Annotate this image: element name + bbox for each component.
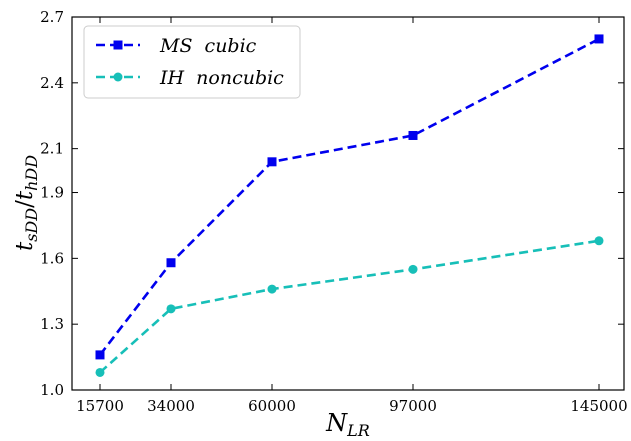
y-tick-label-5: 2.4 [40, 74, 64, 92]
series-1-point-2 [267, 284, 277, 294]
legend-marker-ms-cubic [113, 40, 123, 50]
y-axis-title-sub1: sDD [22, 208, 41, 242]
series-0-point-0 [95, 350, 105, 360]
legend-marker-ih-noncubic [113, 72, 123, 82]
y-axis-title-slash: / [12, 200, 38, 208]
y-tick-label-0: 1.0 [40, 381, 64, 399]
y-tick-label-2: 1.6 [40, 249, 64, 267]
x-axis-title-main: N [325, 409, 348, 437]
series-0-point-1 [166, 258, 176, 268]
series-0-point-3 [408, 130, 418, 140]
series-0-point-4 [594, 34, 604, 44]
y-axis-title-t1: t [12, 241, 38, 251]
y-axis-title-t2: t [12, 190, 38, 200]
series-0-point-2 [267, 157, 277, 167]
y-axis-title: tsDD/thDD [12, 155, 41, 251]
legend-label-ih-noncubic: IH noncubic [159, 67, 284, 89]
legend-entry-ms-cubic: MS cubic [96, 35, 257, 57]
x-axis-title: NLR [325, 409, 370, 440]
series-1-point-1 [166, 304, 176, 314]
x-tick-label-3: 97000 [389, 397, 437, 415]
x-tick-label-0: 15700 [76, 397, 124, 415]
y-axis-title-sub2: hDD [22, 155, 41, 191]
x-axis-ticks: 15700 34000 60000 97000 145000 [76, 17, 628, 415]
x-tick-label-1: 34000 [147, 397, 195, 415]
legend: MS cubic IH noncubic [83, 25, 301, 99]
legend-label-ms-cubic: MS cubic [159, 35, 257, 57]
x-tick-label-4: 145000 [570, 397, 627, 415]
x-axis-title-sub: LR [346, 421, 370, 440]
y-tick-label-3: 1.9 [40, 184, 64, 202]
y-tick-label-4: 2.1 [40, 140, 64, 158]
series-1-point-4 [594, 236, 604, 246]
series-1-point-0 [95, 367, 105, 377]
x-tick-label-2: 60000 [248, 397, 296, 415]
y-axis-ticks: 1.0 1.3 1.6 1.9 2.1 2.4 2.7 [40, 8, 624, 399]
series-1-point-3 [408, 264, 418, 274]
y-tick-label-1: 1.3 [40, 315, 64, 333]
plot-frame [71, 16, 625, 391]
series-layer [95, 34, 604, 377]
y-tick-label-6: 2.7 [40, 8, 64, 26]
legend-entry-ih-noncubic: IH noncubic [96, 67, 284, 89]
